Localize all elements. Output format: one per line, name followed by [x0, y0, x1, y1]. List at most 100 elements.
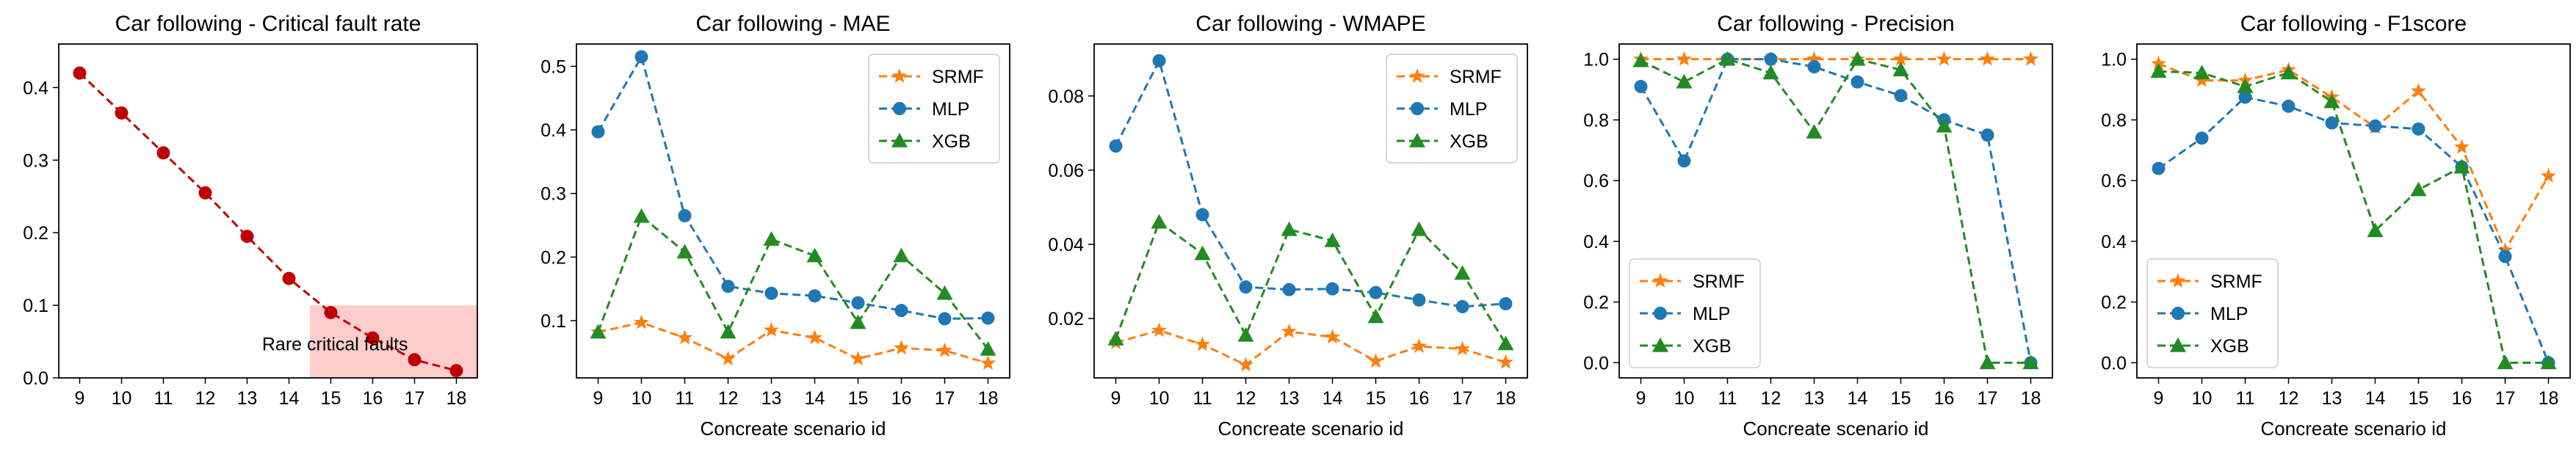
data-point [937, 342, 952, 357]
data-point [2152, 161, 2166, 175]
y-tick-label: 0.8 [2101, 110, 2127, 131]
data-point [1368, 353, 1383, 368]
series-line-srmf [2157, 62, 2550, 253]
x-axis-label: Concreate scenario id [701, 418, 886, 440]
x-tick-label: 13 [1279, 388, 1300, 409]
y-tick-label: 0.1 [540, 311, 566, 332]
data-point [282, 271, 296, 285]
data-point [2541, 167, 2556, 183]
data-point [2497, 242, 2513, 258]
legend-label: XGB [932, 131, 971, 152]
data-point [1634, 79, 1648, 93]
data-point [449, 364, 463, 378]
legend-marker [1409, 133, 1425, 147]
legend-marker [891, 133, 908, 147]
data-point [1498, 354, 1513, 369]
x-tick-label: 9 [1636, 388, 1646, 409]
data-point [1195, 208, 1209, 222]
legend-box [1386, 54, 1518, 164]
data-point [721, 280, 735, 294]
chart-title: Car following - Precision [1717, 12, 1954, 36]
legend-label: XGB [1450, 131, 1488, 152]
legend-box [868, 54, 1000, 164]
y-tick-label: 0.2 [23, 223, 48, 244]
x-tick-label: 9 [1111, 388, 1121, 409]
x-tick-label: 18 [2021, 388, 2041, 409]
legend-marker [2170, 338, 2186, 352]
x-tick-label: 15 [1366, 388, 1386, 409]
data-point [1849, 51, 1866, 66]
data-point [73, 66, 87, 80]
data-point [1894, 89, 1908, 103]
data-point [324, 305, 338, 319]
data-point [1893, 51, 1909, 66]
data-point [2238, 90, 2252, 104]
y-tick-label: 0.4 [1583, 232, 1609, 252]
y-tick-label: 0.8 [1583, 110, 1609, 131]
y-tick-label: 0.4 [540, 120, 566, 141]
plot-frame [1093, 43, 1528, 379]
data-point [1367, 308, 1384, 324]
data-point [2540, 354, 2557, 370]
x-tick-label: 10 [1149, 388, 1170, 409]
y-tick-label: 1.0 [1583, 50, 1609, 70]
x-tick-label: 9 [2154, 388, 2164, 409]
data-point [2453, 158, 2470, 174]
chart-panel-2: Car following - MAE 9 10 11 12 13 14 15 16 17 18 0.… [540, 12, 1010, 440]
data-point [2195, 131, 2209, 145]
series-line-xgb [1115, 220, 1507, 345]
data-point [1151, 214, 1168, 229]
x-tick-label: 16 [1934, 388, 1955, 409]
legend-label: MLP [2210, 304, 2248, 324]
x-tick-label: 12 [195, 388, 216, 409]
data-point [1892, 62, 1909, 76]
legend-marker [891, 68, 908, 83]
data-point [980, 355, 996, 370]
legend-label: SRMF [1693, 271, 1745, 292]
legend-marker [1411, 102, 1424, 115]
y-tick-label: 0.1 [23, 296, 48, 316]
x-axis-label: Concreate scenario id [1743, 418, 1929, 440]
x-tick-label: 15 [321, 388, 341, 409]
y-tick-label: 0.0 [23, 368, 48, 389]
data-point [2323, 93, 2340, 109]
data-point [634, 50, 648, 64]
legend-label: SRMF [1450, 67, 1502, 87]
data-point [1762, 65, 1779, 80]
series-line-mlp [1640, 58, 2032, 363]
x-tick-label: 14 [1323, 388, 1343, 409]
data-point [1109, 139, 1123, 153]
data-point [676, 244, 693, 259]
y-tick-label: 0.5 [540, 56, 566, 77]
data-point [980, 341, 996, 356]
data-point [634, 314, 649, 329]
x-tick-label: 18 [978, 388, 999, 409]
x-tick-label: 18 [1496, 388, 1516, 409]
data-point [1151, 322, 1167, 338]
data-point [1632, 52, 1649, 68]
legend-label: MLP [1693, 304, 1730, 324]
y-tick-label: 0.4 [2101, 232, 2127, 252]
series-line-mlp [1115, 57, 1506, 308]
data-point [2237, 78, 2254, 93]
y-tick-label: 0.2 [540, 247, 566, 268]
data-point [1936, 51, 1952, 66]
x-tick-label: 14 [1848, 388, 1868, 409]
legend-label: SRMF [932, 67, 984, 87]
data-point [1281, 323, 1297, 338]
legend-label: MLP [1450, 99, 1487, 120]
y-tick-label: 0.08 [1048, 87, 1084, 107]
data-point [1369, 285, 1383, 299]
data-point [981, 311, 995, 325]
legend-marker [1652, 273, 1668, 288]
x-axis-label: Concreate scenario id [2261, 418, 2447, 440]
data-point [2411, 83, 2426, 98]
data-point [1980, 51, 1995, 66]
data-point [2498, 249, 2512, 263]
chart-panel-1: Car following - Critical fault rate Rare … [23, 12, 478, 409]
legend-label: XGB [2210, 336, 2249, 357]
legend-marker [1409, 68, 1425, 83]
x-tick-label: 15 [848, 388, 869, 409]
data-point [1806, 123, 1823, 139]
y-tick-label: 0.2 [1583, 293, 1609, 313]
